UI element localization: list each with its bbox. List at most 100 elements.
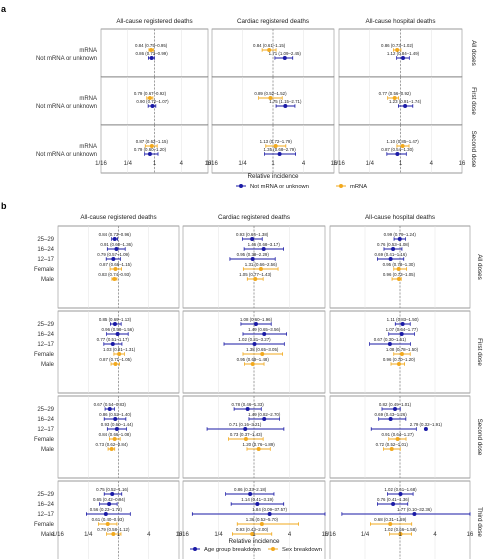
- estimate-label-b: 0.91 (0.64–1.27): [382, 432, 415, 437]
- estimate-label-b: 0.67 (0.54–0.83): [94, 402, 127, 407]
- point-estimate-a: [149, 48, 154, 52]
- estimate-label-b: 1.84 (0.09–37.57): [252, 507, 287, 512]
- estimate-label-b: 1.02 (0.31–3.27): [238, 337, 271, 342]
- point-estimate-a: [147, 152, 152, 156]
- point-estimate-b: [388, 522, 393, 526]
- estimate-label-b: 0.73 (0.62–0.84): [96, 442, 129, 447]
- point-estimate-b: [396, 277, 401, 281]
- x-tick-label-b: 1/16: [324, 532, 336, 538]
- estimate-label-b: 0.72 (0.52–1.01): [376, 442, 409, 447]
- point-estimate-b: [250, 532, 255, 536]
- point-estimate-b: [115, 332, 120, 336]
- point-estimate-b: [117, 352, 122, 356]
- estimate-label-b: 0.69 (0.43–1.26): [375, 412, 408, 417]
- estimate-label-b: 1.77 (0.10–32.36): [397, 507, 432, 512]
- row-label-a: Not mRNA or unknown: [36, 104, 97, 110]
- row-group-label-a: All doses: [470, 40, 477, 66]
- point-estimate-b: [245, 407, 250, 411]
- point-estimate-b: [387, 342, 392, 346]
- column-header-a: All-cause registered deaths: [116, 18, 192, 25]
- estimate-label-a: 0.87 (0.62–1.15): [136, 139, 169, 144]
- point-estimate-b: [398, 532, 403, 536]
- legend-swatch-dot-b: [271, 547, 275, 551]
- x-tick-label-a: 4: [302, 161, 306, 167]
- estimate-label-b: 1.03 (0.81–1.31): [103, 347, 136, 352]
- estimate-label-a: 0.77 (0.56–0.92): [379, 91, 412, 96]
- point-estimate-b: [392, 407, 397, 411]
- estimate-label-b: 1.49 (0.65–3.56): [248, 327, 281, 332]
- estimate-label-a: 0.84 (0.75–0.95): [135, 43, 168, 48]
- point-estimate-b: [396, 362, 401, 366]
- x-tick-label-a: 1/4: [124, 161, 133, 167]
- x-tick-label-a: 16: [331, 161, 338, 167]
- point-estimate-a: [401, 56, 406, 60]
- point-estimate-b: [391, 502, 396, 506]
- estimate-label-b: 1.36 (0.52–5.70): [246, 517, 279, 522]
- row-label-a: mRNA: [79, 48, 97, 54]
- x-tick-label-a: 1: [271, 161, 275, 167]
- estimate-label-b: 0.77 (0.51–1.17): [97, 337, 130, 342]
- point-estimate-b: [256, 447, 261, 451]
- row-group-label-b: Second dose: [476, 419, 483, 456]
- point-estimate-b: [388, 257, 393, 261]
- row-label-b: 25–29: [37, 322, 54, 328]
- point-estimate-b: [112, 277, 117, 281]
- point-estimate-b: [260, 352, 265, 356]
- x-tick-label-a: 1/4: [238, 161, 247, 167]
- column-header-a: Cardiac registered deaths: [237, 18, 309, 25]
- row-label-a: Not mRNA or unknown: [36, 152, 97, 158]
- row-label-b: 16–24: [37, 247, 54, 253]
- estimate-label-a: 0.89 (0.52–1.52): [254, 91, 287, 96]
- point-estimate-a: [267, 48, 272, 52]
- estimate-label-b: 0.95 (0.39–2.29): [237, 252, 270, 257]
- x-tick-label-b: 1: [117, 532, 121, 538]
- x-axis-label-b: Relative incidence: [228, 538, 280, 545]
- estimate-label-a: 0.86 (0.73–0.99): [135, 51, 168, 56]
- row-label-b: 12–17: [37, 512, 54, 518]
- point-estimate-b: [107, 407, 112, 411]
- x-tick-label-b: 4: [288, 532, 292, 538]
- point-estimate-a: [403, 104, 408, 108]
- row-label-b: 25–29: [37, 492, 54, 498]
- point-estimate-b: [113, 267, 118, 271]
- estimate-label-b: 0.96 (0.70–1.20): [383, 357, 416, 362]
- x-tick-label-a: 16: [459, 161, 466, 167]
- estimate-label-b: 0.71 (0.16–3.21): [229, 422, 262, 427]
- point-estimate-a: [282, 56, 287, 60]
- point-estimate-a: [147, 96, 152, 100]
- point-estimate-b: [400, 322, 405, 326]
- estimate-label-b: 0.96 (0.58–1.56): [101, 327, 134, 332]
- estimate-label-b: 1.46 (0.68–3.17): [248, 242, 281, 247]
- point-estimate-b: [243, 427, 248, 431]
- row-label-a: mRNA: [79, 96, 97, 102]
- point-estimate-b: [255, 502, 260, 506]
- estimate-label-a: 0.79 (0.67–0.92): [134, 91, 167, 96]
- row-group-label-b: First dose: [476, 338, 483, 366]
- estimate-label-b: 0.85 (0.69–1.13): [99, 317, 132, 322]
- estimate-label-b: 1.49 (0.82–2.70): [248, 412, 281, 417]
- row-label-b: 12–17: [37, 342, 54, 348]
- x-tick-label-b: 16: [467, 532, 474, 538]
- estimate-label-b: 0.86 (0.52–1.40): [99, 412, 132, 417]
- point-estimate-b: [398, 492, 403, 496]
- point-estimate-b: [113, 362, 118, 366]
- point-estimate-b: [110, 492, 115, 496]
- point-estimate-b: [105, 522, 110, 526]
- x-tick-label-b: 1: [252, 532, 256, 538]
- x-tick-label-b: 1/16: [177, 532, 189, 538]
- estimate-label-b: 0.84 (0.66–1.08): [99, 432, 132, 437]
- estimate-label-b: 0.84 (0.73–0.96): [99, 232, 132, 237]
- x-tick-label-a: 4: [180, 161, 184, 167]
- estimate-label-b: 0.96 (0.73–1.05): [383, 272, 416, 277]
- estimate-label-b: 1.08 (0.78–1.50): [386, 347, 419, 352]
- point-estimate-b: [252, 342, 257, 346]
- point-estimate-a: [149, 56, 154, 60]
- column-header-b: All-cause registered deaths: [80, 214, 156, 221]
- point-estimate-b: [110, 342, 115, 346]
- point-estimate-b: [262, 417, 267, 421]
- point-estimate-b: [423, 427, 428, 431]
- x-tick-label-a: 1/4: [366, 161, 375, 167]
- point-estimate-b: [389, 447, 394, 451]
- point-estimate-b: [243, 437, 248, 441]
- point-estimate-b: [114, 427, 119, 431]
